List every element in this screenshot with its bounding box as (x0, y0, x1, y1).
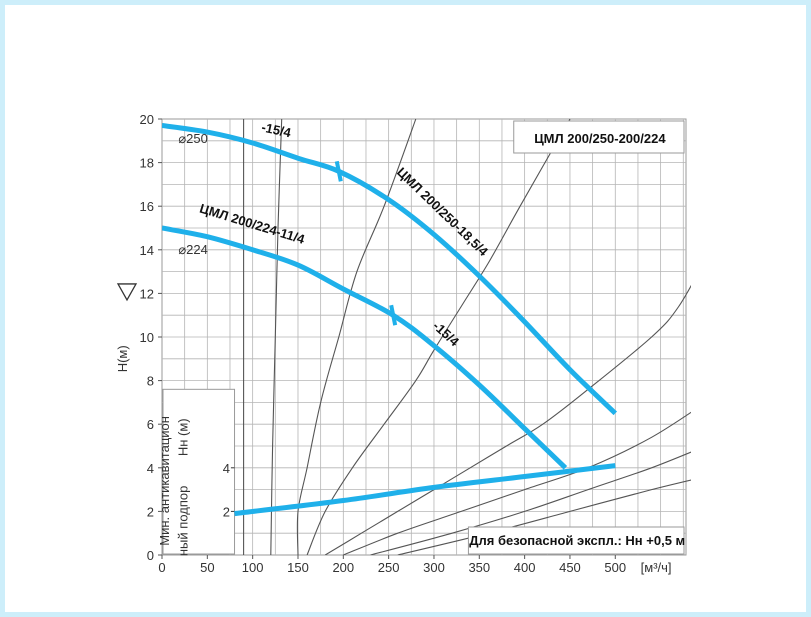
system-curve (270, 118, 283, 555)
x-tick-label: 300 (423, 560, 445, 575)
triangle-icon (116, 283, 138, 302)
system-curve (324, 284, 691, 555)
y-tick-label: 8 (147, 374, 154, 389)
npsh-axis-label-2: ный подпор (175, 486, 190, 556)
y-tick-label: 2 (147, 504, 154, 519)
y-tick-label: 10 (140, 330, 154, 345)
x-unit-label: [м³/ч] (641, 560, 672, 575)
series-line-2 (162, 225, 568, 470)
x-tick-label: 350 (468, 560, 490, 575)
y-tick-label: 20 (140, 112, 154, 127)
impeller-break-mark (389, 304, 398, 326)
impeller-break-mark (334, 160, 343, 182)
y-tick-label: 18 (140, 156, 154, 171)
system-curve (343, 411, 691, 555)
safety-note: Для безопасной экспл.: Нн +0,5 м (469, 533, 685, 548)
series-line-1 (162, 123, 618, 416)
x-tick-label: 150 (287, 560, 309, 575)
title-box (513, 120, 685, 154)
pump-curve-chart: Мин. антикавитацион ный подпор Нн (м) 2 4 0 5… (115, 112, 691, 575)
x-tick-label: 250 (378, 560, 400, 575)
y-tick-label: 16 (140, 199, 154, 214)
npsh-axis-label-3: Нн (м) (175, 418, 190, 456)
x-tick-label: 200 (332, 560, 354, 575)
npsh-axis-box (162, 388, 236, 555)
system-curve (296, 118, 417, 555)
x-tick-label: 100 (242, 560, 264, 575)
x-tick-label: 0 (158, 560, 165, 575)
y-tick-label: 6 (147, 417, 154, 432)
x-tick-label: 50 (200, 560, 214, 575)
chart-title: ЦМЛ 200/250-200/224 (534, 131, 666, 146)
npsh-axis-label-1: Мин. антикавитацион (157, 416, 172, 546)
x-tick-label: 450 (559, 560, 581, 575)
y-axis-label: H(м) (115, 345, 130, 372)
system-curve (306, 118, 571, 555)
diameter-label-250: ⌀250 (178, 131, 208, 146)
npsh-tick-label: 4 (223, 461, 230, 476)
x-tick-label: 400 (514, 560, 536, 575)
npsh-tick-label: 2 (223, 504, 230, 519)
series-1-left-label: -15/4 (260, 119, 293, 140)
system-curve (397, 479, 691, 555)
note-box (467, 526, 685, 555)
x-tick-label: 500 (604, 560, 626, 575)
y-tick-label: 4 (147, 461, 154, 476)
diameter-label-224: ⌀224 (178, 242, 208, 257)
system-curve (370, 451, 691, 555)
y-tick-label: 0 (147, 548, 154, 563)
y-tick-label: 12 (140, 286, 154, 301)
y-tick-label: 14 (140, 243, 154, 258)
series-line-3 (234, 463, 616, 517)
